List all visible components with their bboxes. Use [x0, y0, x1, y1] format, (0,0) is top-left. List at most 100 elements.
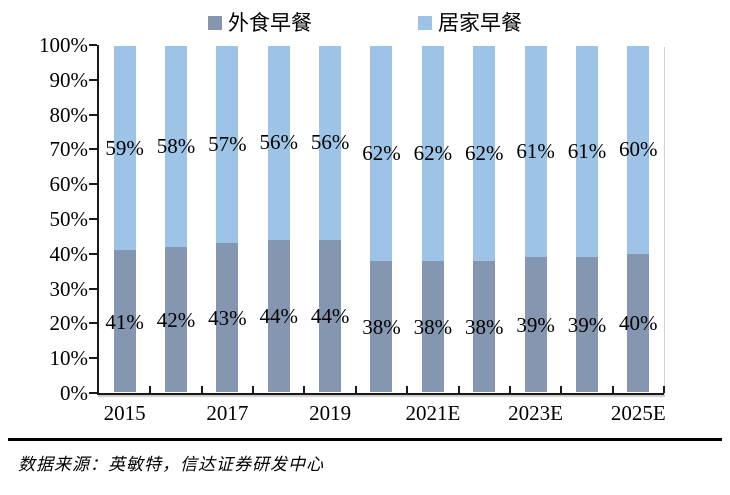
data-label-home-breakfast: 62%	[362, 140, 401, 165]
y-tick-label: 50%	[49, 207, 89, 231]
bar-column: 58% 42%	[150, 45, 201, 393]
y-tick-mark	[89, 148, 97, 151]
bar-segment-home-breakfast	[473, 46, 496, 261]
bar-segment-eat-out-breakfast	[524, 257, 547, 392]
y-tick-mark	[89, 218, 97, 220]
x-tick-mark	[149, 386, 152, 393]
x-axis-label: 2023E	[508, 401, 563, 425]
bar-segment-eat-out-breakfast	[267, 239, 290, 392]
bar-segment-home-breakfast	[319, 46, 342, 240]
bar-segment-home-breakfast	[575, 46, 598, 258]
bar-segment-eat-out-breakfast	[216, 243, 239, 392]
x-tick-mark	[303, 386, 306, 393]
bar-segment-home-breakfast	[627, 46, 650, 254]
y-tick-mark	[89, 392, 97, 394]
y-tick-mark	[89, 252, 97, 255]
data-label-eat-out-breakfast: 41%	[105, 309, 144, 334]
data-label-home-breakfast: 56%	[310, 130, 350, 155]
x-axis-label: 2015	[103, 401, 146, 425]
data-label-eat-out-breakfast: 43%	[208, 306, 247, 331]
y-tick-label: 70%	[49, 137, 89, 162]
data-label-home-breakfast: 61%	[567, 139, 607, 164]
plot-area: 59% 41% 2015 58% 42% 57% 43% 2017 56% 44% 56% 44% 20…	[89, 44, 666, 425]
stacked-bar	[574, 45, 599, 393]
bar-segment-home-breakfast	[524, 46, 547, 258]
bar-column: 61% 39%	[510, 45, 561, 393]
bar-segment-home-breakfast	[370, 46, 393, 261]
data-label-home-breakfast: 59%	[105, 135, 144, 160]
stacked-bar	[215, 45, 240, 393]
y-tick-mark	[89, 78, 97, 81]
y-tick-label: 80%	[49, 102, 89, 127]
y-tick-label: 60%	[49, 172, 89, 197]
y-tick-label: 100%	[39, 33, 88, 57]
data-label-home-breakfast: 56%	[259, 130, 299, 155]
bar-column: 62% 38%	[459, 45, 510, 393]
bar-segment-eat-out-breakfast	[473, 260, 496, 392]
legend-item: 外食早餐	[208, 12, 312, 34]
x-tick-mark	[200, 386, 203, 393]
bar-segment-home-breakfast	[113, 46, 136, 251]
x-tick-mark	[252, 386, 255, 393]
bar-segment-eat-out-breakfast	[319, 239, 342, 392]
y-axis: 100% 90% 80% 70% 60% 50% 40% 30% 20% 10% 0%	[0, 34, 89, 404]
bar-segment-home-breakfast	[165, 46, 188, 247]
x-tick-mark	[663, 386, 665, 393]
y-tick-mark	[89, 287, 97, 290]
data-label-eat-out-breakfast: 38%	[362, 314, 401, 339]
stacked-bar	[420, 45, 445, 393]
bar-segment-eat-out-breakfast	[421, 260, 444, 392]
bar-column: 57% 43%	[202, 45, 253, 393]
y-tick-mark	[89, 113, 97, 116]
bar-column: 56% 44%	[304, 45, 355, 393]
data-label-eat-out-breakfast: 40%	[619, 311, 658, 336]
data-label-eat-out-breakfast: 44%	[310, 304, 350, 329]
x-axis-label: 2019	[309, 401, 352, 425]
x-axis-label: 2017	[206, 401, 249, 425]
data-label-eat-out-breakfast: 38%	[464, 314, 504, 339]
y-tick-mark	[89, 44, 97, 46]
bar-column: 60% 40%	[613, 45, 664, 393]
data-label-home-breakfast: 62%	[413, 140, 453, 165]
y-tick-mark	[89, 183, 97, 186]
bar-column: 62% 38%	[407, 45, 458, 393]
stacked-bar	[112, 45, 137, 393]
data-label-home-breakfast: 57%	[208, 132, 247, 157]
y-tick-label: 90%	[49, 67, 89, 92]
legend-label: 居家早餐	[438, 10, 522, 35]
bar-column: 56% 44%	[253, 45, 304, 393]
y-tick-label: 30%	[49, 276, 89, 301]
data-label-eat-out-breakfast: 42%	[156, 307, 196, 332]
legend-swatch-icon	[208, 16, 222, 30]
stacked-bar	[472, 45, 497, 393]
data-label-home-breakfast: 58%	[156, 133, 196, 158]
data-label-eat-out-breakfast: 39%	[516, 313, 555, 338]
stacked-bar	[164, 45, 189, 393]
bar-segment-eat-out-breakfast	[575, 257, 598, 392]
x-tick-mark	[406, 386, 409, 393]
data-label-home-breakfast: 61%	[516, 139, 555, 164]
data-label-eat-out-breakfast: 44%	[259, 304, 299, 329]
chart-legend: 外食早餐 居家早餐	[0, 8, 730, 38]
bar-segment-home-breakfast	[421, 46, 444, 261]
y-tick-mark	[89, 322, 97, 325]
y-tick-label: 10%	[49, 346, 89, 371]
legend-swatch-icon	[418, 16, 432, 30]
stacked-bar	[523, 45, 548, 393]
x-tick-mark	[560, 386, 563, 393]
legend-item: 居家早餐	[418, 10, 522, 35]
bar-segment-eat-out-breakfast	[627, 253, 650, 392]
stacked-bar	[266, 45, 291, 393]
footer-divider	[8, 438, 722, 441]
y-tick-label: 0%	[60, 381, 88, 405]
x-tick-mark	[457, 386, 460, 393]
bar-segment-home-breakfast	[267, 46, 290, 240]
y-tick-mark	[89, 357, 97, 360]
bar-segment-home-breakfast	[216, 46, 239, 244]
x-tick-mark	[508, 386, 511, 393]
y-tick-label: 20%	[49, 311, 89, 336]
stacked-bar	[318, 45, 343, 393]
stacked-bar	[626, 45, 651, 393]
data-source-text: 数据来源：英敏特，信达证券研发中心	[18, 455, 324, 474]
